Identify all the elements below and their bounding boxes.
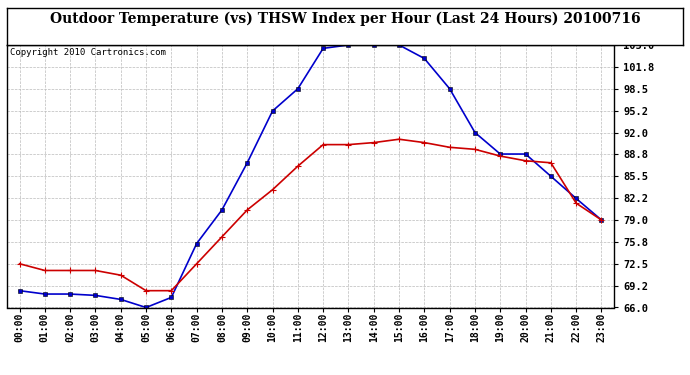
Text: Copyright 2010 Cartronics.com: Copyright 2010 Cartronics.com <box>10 48 166 57</box>
Text: Outdoor Temperature (vs) THSW Index per Hour (Last 24 Hours) 20100716: Outdoor Temperature (vs) THSW Index per … <box>50 11 640 26</box>
